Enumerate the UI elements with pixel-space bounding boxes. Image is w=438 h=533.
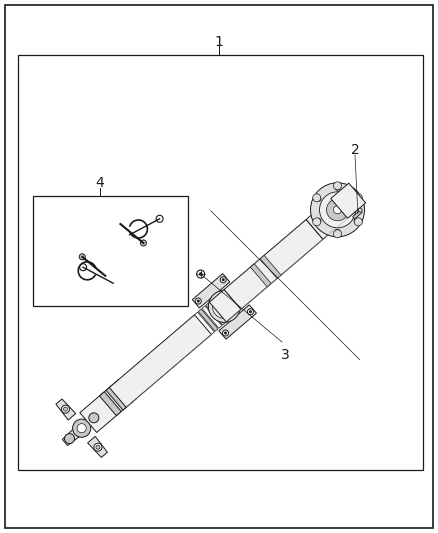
Polygon shape [251,264,271,287]
Polygon shape [82,411,101,429]
Polygon shape [224,220,323,309]
Circle shape [313,194,321,202]
Circle shape [220,277,226,283]
Circle shape [335,185,340,190]
Polygon shape [321,198,348,227]
Polygon shape [331,183,366,219]
Polygon shape [209,300,229,322]
Circle shape [354,194,362,202]
Circle shape [73,419,91,437]
Circle shape [208,290,240,322]
Circle shape [316,196,321,201]
Circle shape [316,219,321,223]
Circle shape [195,298,201,304]
Polygon shape [206,303,226,325]
Circle shape [333,230,342,238]
Polygon shape [210,299,230,321]
Circle shape [354,218,362,226]
Text: 3: 3 [281,348,290,362]
Circle shape [80,264,87,271]
Circle shape [64,407,67,411]
Circle shape [249,311,252,313]
Bar [33,196,188,306]
Polygon shape [213,296,233,319]
Circle shape [354,219,359,223]
Circle shape [94,443,102,451]
Circle shape [326,199,349,221]
Circle shape [224,332,227,334]
Circle shape [199,272,202,276]
Circle shape [197,270,205,278]
Circle shape [212,294,237,318]
Text: 1: 1 [215,35,223,49]
Circle shape [333,206,342,214]
Polygon shape [192,273,230,308]
Circle shape [247,309,254,314]
Circle shape [222,279,224,281]
Circle shape [354,196,359,201]
Polygon shape [209,289,241,322]
Circle shape [77,424,86,433]
Polygon shape [353,210,362,219]
Polygon shape [194,312,215,335]
Circle shape [64,433,74,443]
Polygon shape [62,427,81,446]
Text: 2: 2 [351,143,359,157]
Circle shape [335,229,340,235]
Circle shape [333,182,342,190]
Polygon shape [88,437,107,457]
Polygon shape [306,207,338,239]
Polygon shape [198,309,218,332]
Circle shape [311,183,364,237]
Polygon shape [56,399,76,420]
Circle shape [96,445,100,449]
Circle shape [197,300,199,302]
Circle shape [156,215,163,222]
Polygon shape [99,392,121,416]
Polygon shape [80,379,136,432]
Circle shape [313,218,321,226]
Bar [18,55,423,470]
Circle shape [223,330,229,336]
Polygon shape [106,386,128,410]
Text: 4: 4 [95,176,104,190]
Circle shape [79,254,85,260]
Circle shape [61,405,70,413]
Circle shape [358,208,362,212]
Circle shape [141,240,146,246]
Polygon shape [110,314,212,407]
Circle shape [89,413,99,423]
Polygon shape [219,305,257,339]
Polygon shape [202,306,222,328]
Polygon shape [260,255,281,278]
Circle shape [319,192,356,228]
